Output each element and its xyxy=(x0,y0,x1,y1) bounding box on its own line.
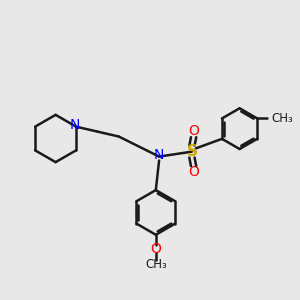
Text: S: S xyxy=(187,144,197,159)
Text: N: N xyxy=(69,118,80,132)
Text: N: N xyxy=(153,148,164,162)
Text: O: O xyxy=(188,165,199,179)
Text: CH₃: CH₃ xyxy=(272,112,293,125)
Text: O: O xyxy=(150,242,161,256)
Text: CH₃: CH₃ xyxy=(145,259,167,272)
Text: O: O xyxy=(188,124,199,138)
